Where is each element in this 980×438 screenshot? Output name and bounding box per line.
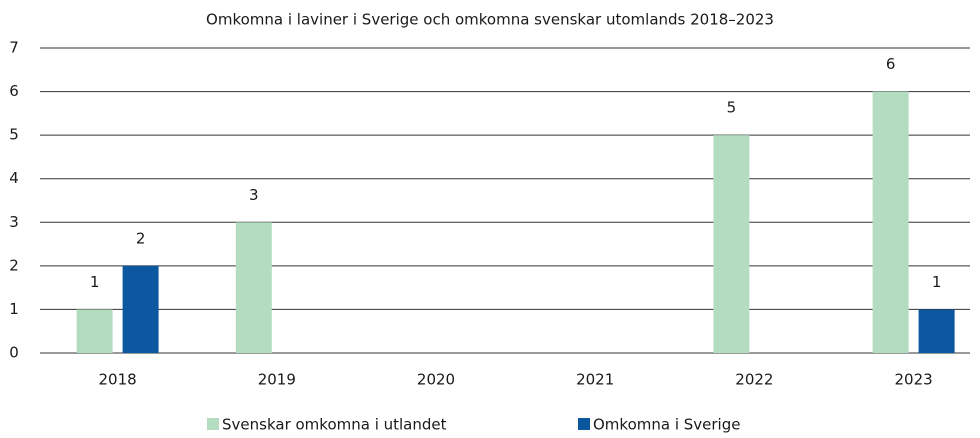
- y-tick-label: 2: [9, 256, 19, 274]
- y-tick-label: 6: [9, 82, 19, 100]
- legend-label: Svenskar omkomna i utlandet: [222, 416, 447, 434]
- data-label: 3: [249, 186, 259, 204]
- x-tick-label: 2021: [576, 371, 614, 389]
- data-label: 2: [136, 229, 146, 247]
- data-label: 5: [727, 99, 737, 117]
- legend-swatch: [578, 418, 590, 430]
- legend-swatch: [207, 418, 219, 430]
- y-tick-label: 5: [9, 126, 19, 144]
- data-label: 1: [90, 273, 100, 291]
- legend-label: Omkomna i Sverige: [593, 416, 740, 434]
- y-tick-label: 0: [9, 344, 19, 362]
- x-tick-label: 2022: [735, 371, 773, 389]
- y-tick-label: 3: [9, 213, 19, 231]
- y-tick-label: 7: [9, 39, 19, 57]
- bar: [713, 135, 750, 353]
- chart-title: Omkomna i laviner i Sverige och omkomna …: [206, 11, 774, 29]
- x-tick-label: 2023: [895, 371, 933, 389]
- x-tick-label: 2020: [417, 371, 455, 389]
- y-tick-label: 1: [9, 300, 19, 318]
- data-label: 6: [886, 55, 896, 73]
- x-tick-label: 2018: [99, 371, 137, 389]
- bar: [235, 222, 272, 353]
- bar: [76, 309, 113, 353]
- y-tick-label: 4: [9, 169, 19, 187]
- x-tick-label: 2019: [258, 371, 296, 389]
- bar: [122, 265, 159, 353]
- bar: [918, 309, 955, 353]
- data-label: 1: [932, 273, 942, 291]
- bar: [872, 91, 909, 354]
